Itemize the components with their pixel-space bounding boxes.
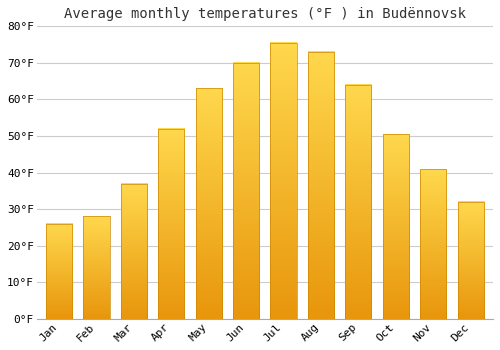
- Bar: [420, 169, 446, 319]
- Bar: [458, 202, 483, 319]
- Bar: [308, 52, 334, 319]
- Title: Average monthly temperatures (°F ) in Budënnovsk: Average monthly temperatures (°F ) in Bu…: [64, 7, 466, 21]
- Bar: [196, 89, 222, 319]
- Bar: [158, 129, 184, 319]
- Bar: [46, 224, 72, 319]
- Bar: [382, 134, 409, 319]
- Bar: [233, 63, 260, 319]
- Bar: [270, 43, 296, 319]
- Bar: [346, 85, 372, 319]
- Bar: [121, 183, 147, 319]
- Bar: [84, 216, 110, 319]
